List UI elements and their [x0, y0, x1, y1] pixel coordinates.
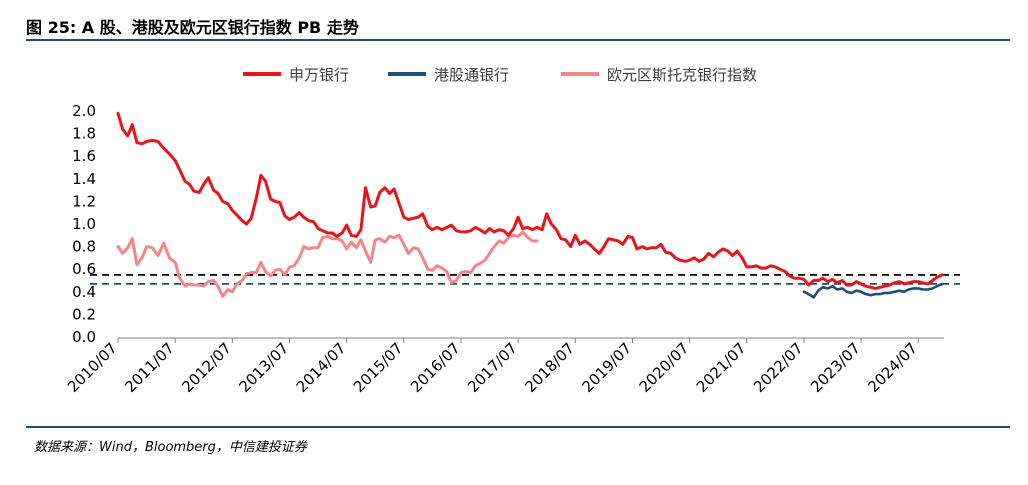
y-axis: 2.0 1.8 1.6 1.4 1.2 1.0 0.8 0.6 0.4 0.2 0.0	[72, 102, 96, 346]
chart-title: 图 25: A 股、港股及欧元区银行指数 PB 走势	[26, 18, 359, 37]
x-tick-label: 2010/07	[64, 339, 121, 396]
series-line-3	[116, 230, 539, 298]
reference-lines	[90, 273, 960, 285]
y-tick-label: 0.6	[72, 260, 96, 278]
y-tick-label: 1.4	[72, 170, 96, 188]
legend-label-2: 港股通银行	[434, 66, 509, 84]
y-tick-label: 2.0	[72, 102, 96, 120]
y-tick-label: 1.8	[72, 125, 96, 143]
series-lines	[116, 111, 944, 299]
legend-label-1: 申万银行	[289, 66, 349, 84]
y-tick-label: 0.8	[72, 238, 96, 256]
x-tick-label: 2017/07	[464, 339, 521, 396]
source-note: 数据来源：Wind，Bloomberg，中信建投证券	[34, 440, 307, 455]
x-tick-label: 2022/07	[750, 339, 807, 396]
series-line-2	[802, 282, 944, 299]
x-tick-label: 2013/07	[236, 339, 293, 396]
x-tick-label: 2014/07	[293, 339, 350, 396]
x-tick-label: 2016/07	[407, 339, 464, 396]
y-tick-label: 1.2	[72, 192, 96, 210]
x-tick-label: 2021/07	[693, 339, 750, 396]
series-line-1	[116, 111, 944, 290]
legend-label-3: 欧元区斯托克银行指数	[607, 66, 757, 84]
x-axis: 2010/07 2011/07 2012/07 2013/07 2014/07 2015/…	[64, 337, 944, 396]
footer-divider	[26, 426, 1010, 428]
y-tick-label: 0.0	[72, 328, 96, 346]
x-tick-label: 2020/07	[636, 339, 693, 396]
x-tick-label: 2023/07	[807, 339, 864, 396]
y-tick-label: 1.0	[72, 215, 96, 233]
y-tick-label: 0.2	[72, 305, 96, 323]
y-tick-label: 0.4	[72, 283, 96, 301]
x-tick-label: 2012/07	[178, 339, 235, 396]
y-tick-label: 1.6	[72, 147, 96, 165]
x-tick-label: 2024/07	[864, 339, 921, 396]
x-tick-label: 2019/07	[578, 339, 635, 396]
header-divider	[26, 39, 1010, 41]
chart-legend: 申万银行 港股通银行 欧元区斯托克银行指数	[243, 66, 757, 84]
x-tick-label: 2011/07	[121, 339, 178, 396]
x-tick-label: 2018/07	[521, 339, 578, 396]
x-tick-label: 2015/07	[350, 339, 407, 396]
